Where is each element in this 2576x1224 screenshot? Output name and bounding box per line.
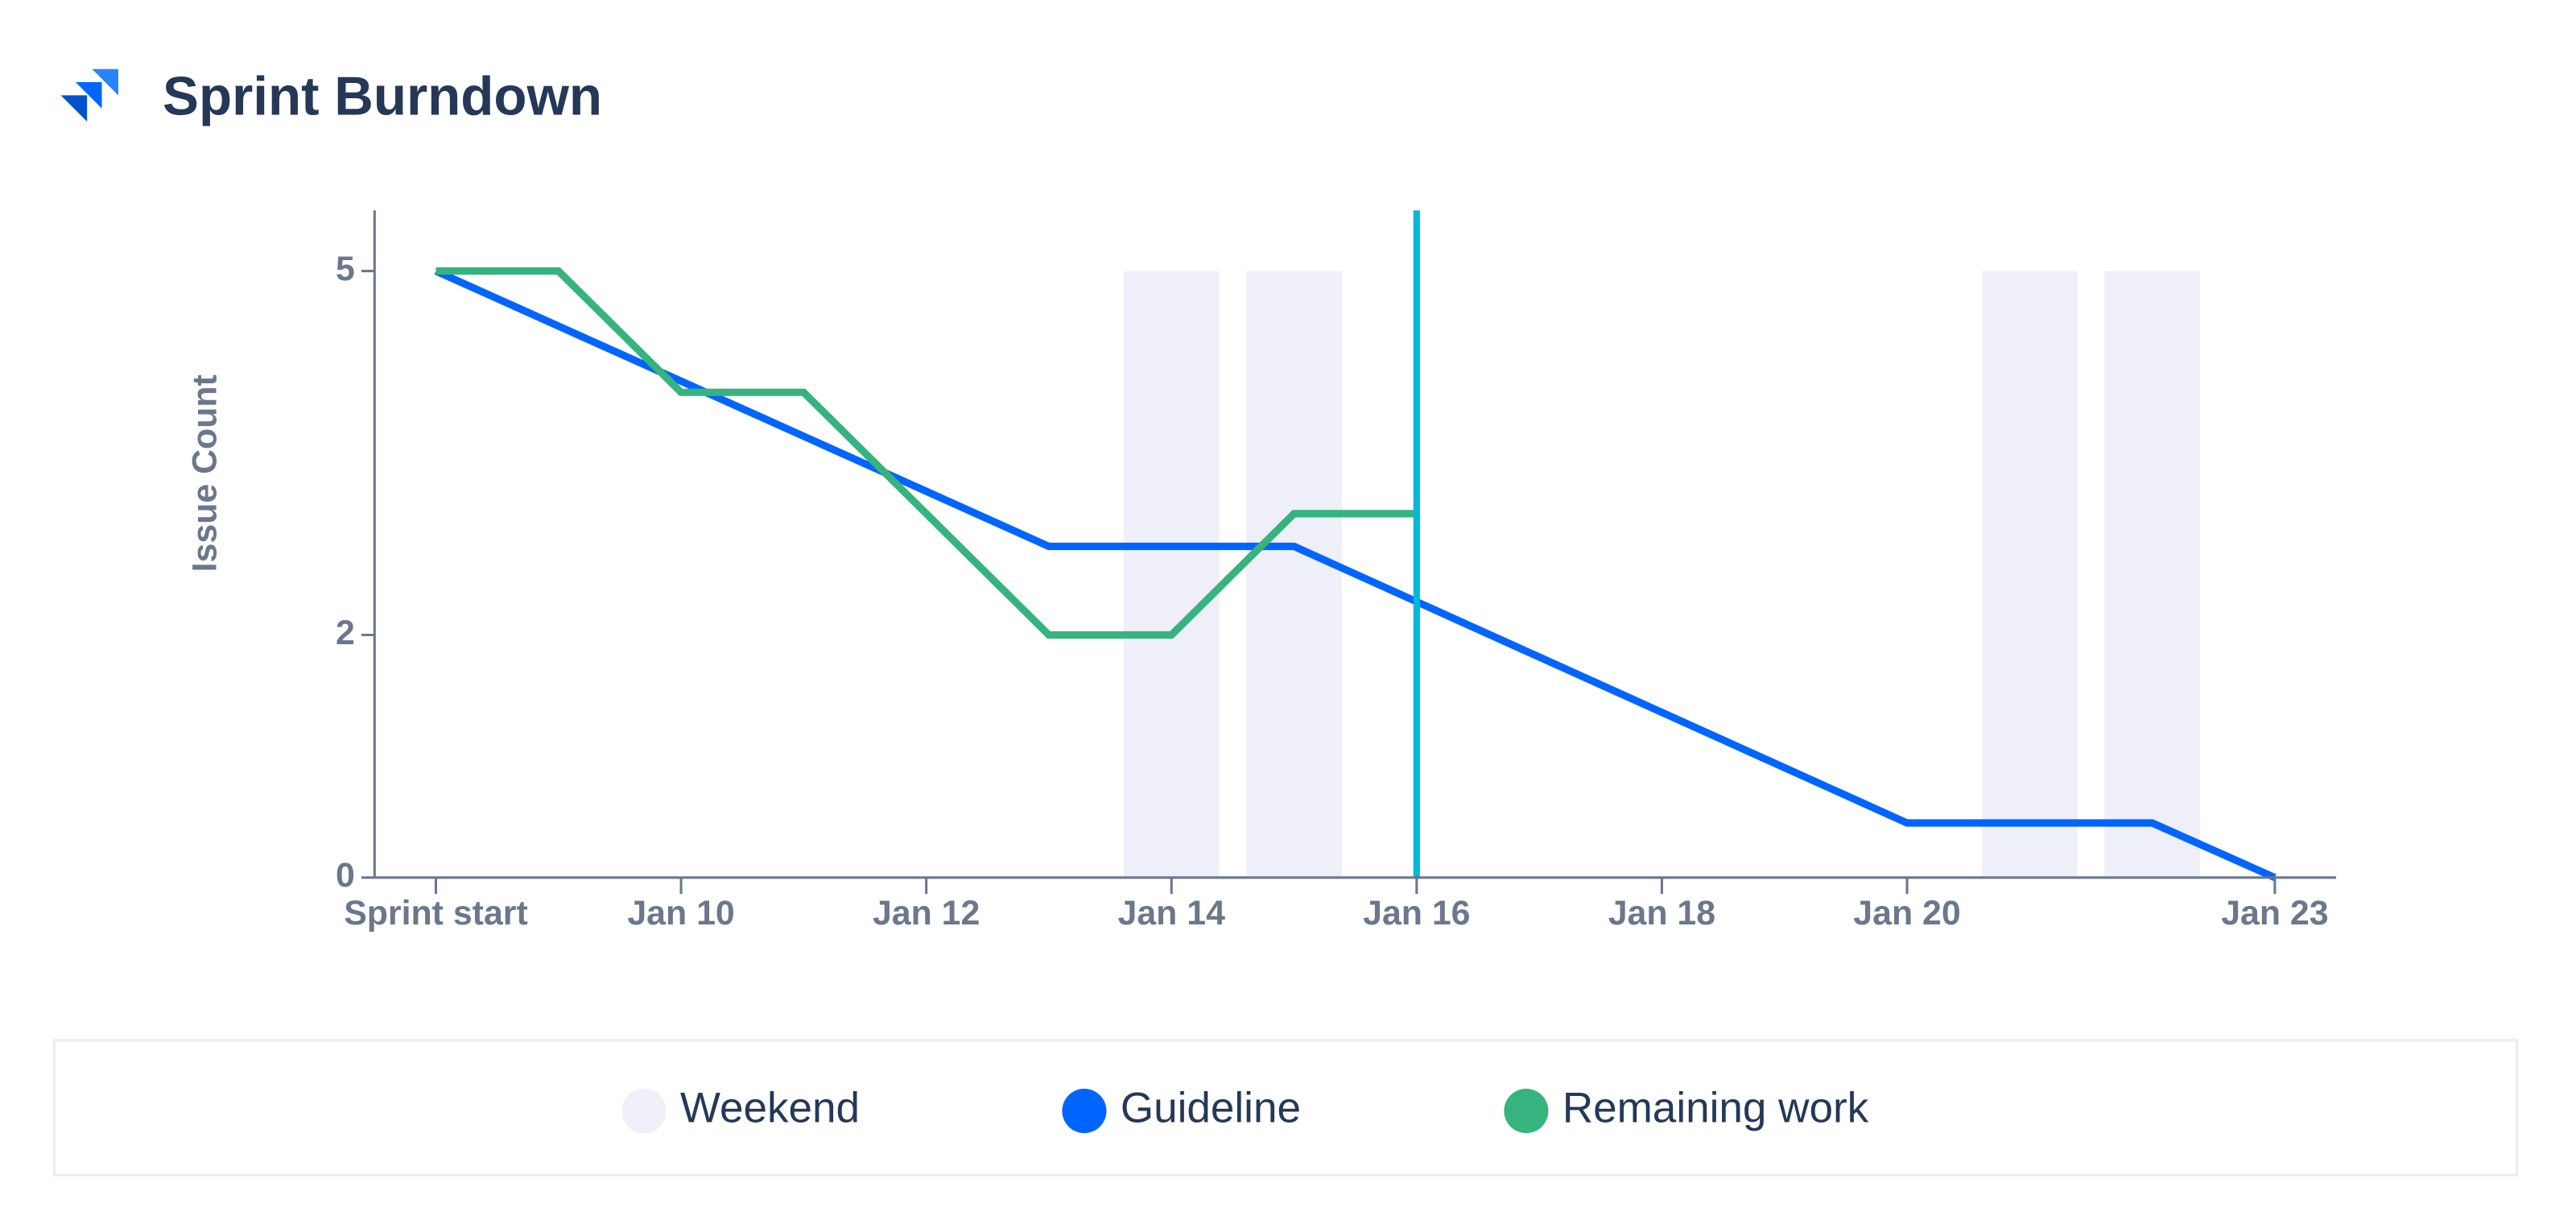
chart-title: Sprint Burndown [163, 66, 602, 126]
legend-swatch [1504, 1089, 1549, 1134]
legend: Weekend Guideline Remaining work [621, 1085, 1869, 1134]
legend-label: Remaining work [1563, 1085, 1869, 1132]
legend-swatch [1062, 1089, 1107, 1134]
x-tick-label: Sprint start [344, 894, 528, 932]
y-axis-label: Issue Count [185, 374, 224, 572]
x-tick-label: Jan 16 [1363, 894, 1470, 932]
x-tick-label: Jan 10 [627, 894, 734, 932]
weekend-band [1246, 271, 1342, 878]
legend-swatch [621, 1089, 667, 1134]
x-tick-label: Jan 20 [1853, 894, 1960, 932]
legend-label: Weekend [680, 1085, 860, 1132]
series-line [434, 267, 2277, 881]
x-tick-label: Jan 14 [1118, 894, 1226, 932]
weekend-band [1981, 271, 2078, 878]
x-tick-label: Jan 12 [873, 894, 980, 932]
legend-box [52, 1039, 2519, 1176]
weekend-band [2104, 271, 2200, 878]
x-tick-label: Jan 23 [2221, 894, 2328, 932]
weekend-band [1123, 271, 1220, 878]
plot: 0 2 5 Sprint start Jan 10 Jan 12 Jan 14 Jan 16 J… [336, 210, 2337, 932]
y-tick-label: 0 [336, 856, 355, 895]
y-tick-label: 2 [336, 614, 355, 652]
series-line [436, 267, 1417, 639]
x-tick-label: Jan 18 [1608, 894, 1715, 932]
lines [434, 267, 2277, 881]
app-icon [60, 68, 118, 122]
legend-label: Guideline [1121, 1085, 1301, 1132]
y-tick-label: 5 [336, 250, 355, 288]
bars [1123, 271, 2200, 878]
